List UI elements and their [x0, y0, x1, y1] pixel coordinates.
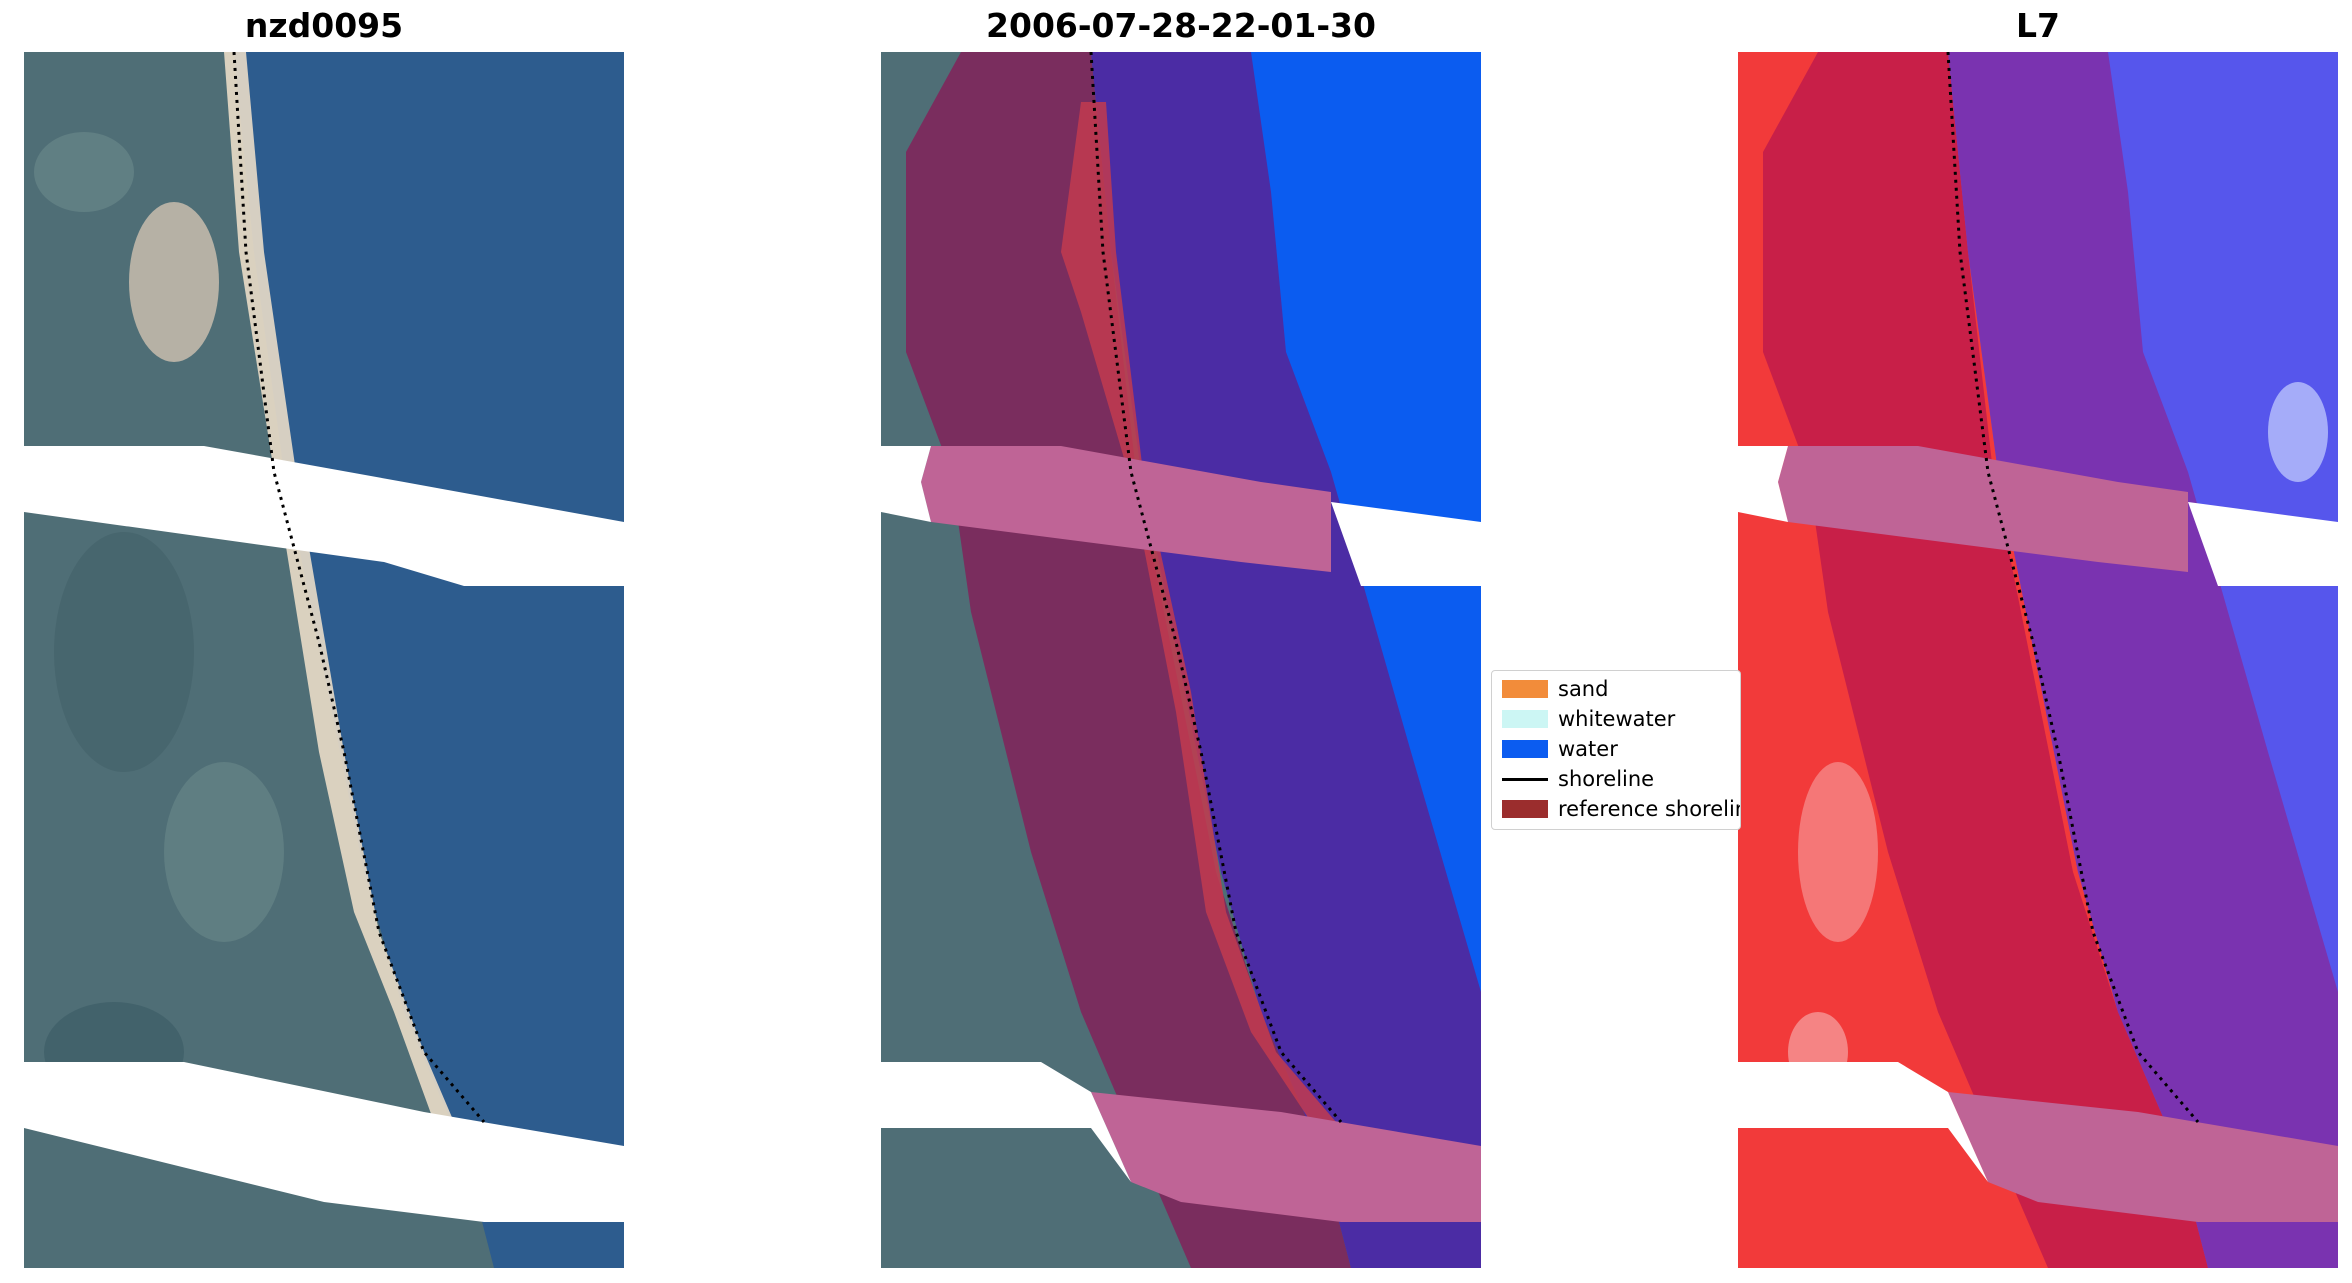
legend-label-water: water: [1558, 737, 1618, 761]
index-image: [1738, 52, 2338, 1268]
panel-title-classification: 2006-07-28-22-01-30: [986, 6, 1376, 45]
legend-swatch-water: [1502, 740, 1548, 758]
legend-swatch-sand: [1502, 680, 1548, 698]
classification-image: [881, 52, 1481, 1268]
panel-title-image: nzd0095: [244, 6, 404, 45]
panel-title-index: L7: [2016, 6, 2060, 45]
satellite-image: [24, 52, 624, 1268]
legend-label-shoreline: shoreline: [1558, 767, 1655, 791]
legend-label-sand: sand: [1558, 677, 1609, 701]
legend-label-reference-shoreline: reference shoreline: [1558, 797, 1741, 821]
legend-swatch-whitewater: [1502, 710, 1548, 728]
legend-line-shoreline: [1502, 777, 1548, 781]
legend: sand whitewater water shoreline referenc…: [1491, 670, 1741, 830]
legend-swatch-reference-shoreline: [1502, 800, 1548, 818]
legend-label-whitewater: whitewater: [1558, 707, 1676, 731]
satellite-image-panel: [24, 52, 624, 1268]
classification-panel: [881, 52, 1481, 1268]
index-panel: [1738, 52, 2338, 1268]
